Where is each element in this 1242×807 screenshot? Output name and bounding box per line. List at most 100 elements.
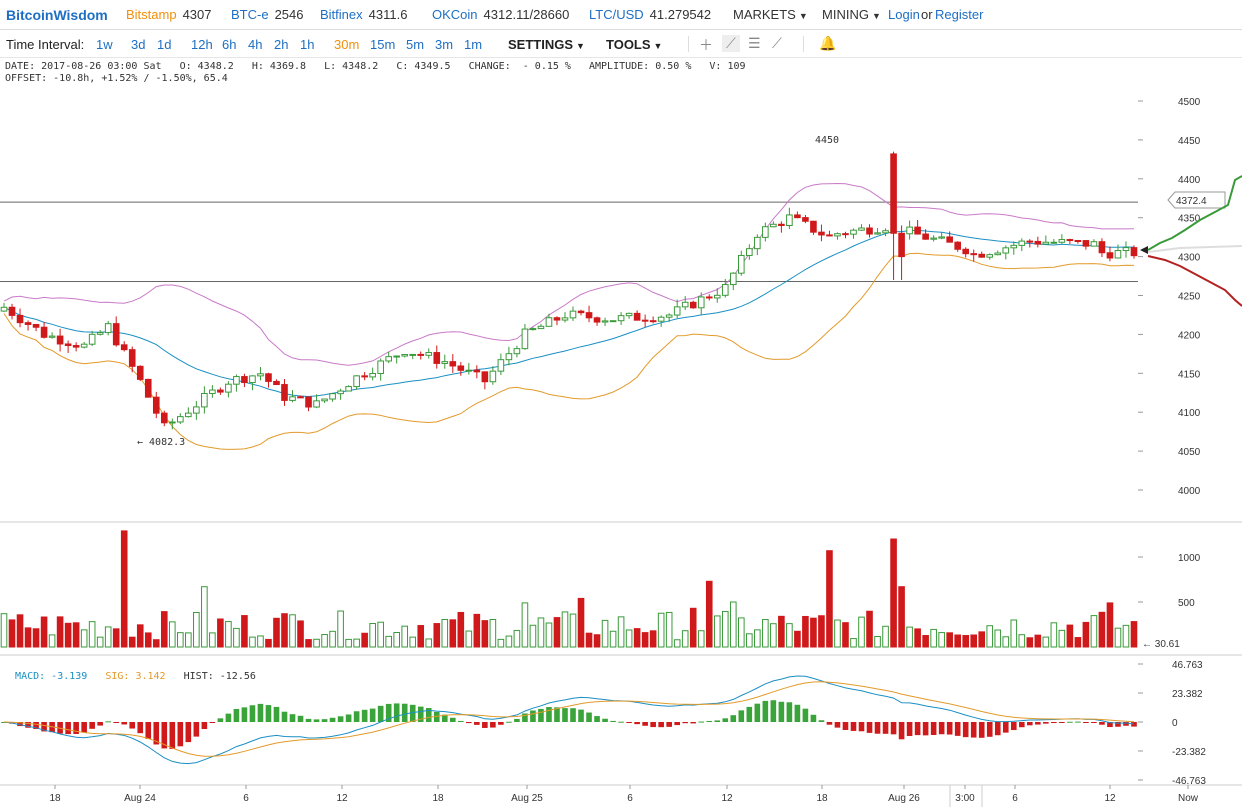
macd-tick-label: 0 (1172, 718, 1178, 729)
candle-body (1050, 241, 1058, 244)
current-price-pointer (1140, 246, 1148, 254)
bell-icon[interactable]: 🔔 (819, 35, 837, 51)
candle-body (1026, 240, 1034, 243)
volume-bar (537, 617, 545, 648)
price-tick-label: 4300 (1178, 253, 1201, 264)
volume-bar (842, 622, 849, 648)
candle-body (449, 361, 457, 367)
volume-bar (810, 617, 817, 648)
candle-body (1114, 250, 1122, 259)
time-axis-label: 12 (336, 793, 348, 804)
volume-bar (409, 636, 417, 648)
register-link[interactable]: Register (935, 7, 984, 22)
candle-body (649, 320, 657, 323)
settings-menu[interactable]: SETTINGS ▼ (508, 37, 585, 52)
candle-body (457, 365, 465, 371)
time-axis-label: 3:00 (955, 793, 975, 804)
interval-5m[interactable]: 5m (406, 37, 425, 52)
offset-info-line: OFFSET: -10.8h, +1.52% / -1.50%, 65.4 (5, 73, 228, 84)
candle-body (970, 253, 978, 256)
candle-body (249, 375, 256, 384)
exchange-name: BTC-e (231, 7, 269, 22)
candle-body (136, 365, 144, 380)
fan-tool-icon[interactable]: ⟋ (772, 35, 782, 51)
candle-body (729, 272, 737, 286)
macd-tick-label: -46.763 (1172, 776, 1206, 787)
macd-histogram-bar (570, 708, 576, 722)
macd-histogram-bar (169, 722, 176, 749)
login-link[interactable]: Login (888, 7, 920, 22)
interval-3m[interactable]: 3m (435, 37, 454, 52)
macd-histogram-bar (145, 722, 152, 739)
volume-bar (152, 639, 160, 648)
macd-histogram-bar (1018, 722, 1025, 728)
volume-bar (88, 621, 96, 648)
candle-body (1034, 240, 1042, 245)
tools-label: TOOLS (606, 37, 651, 52)
macd-histogram-bar (1027, 722, 1033, 726)
volume-bar (754, 629, 761, 648)
volume-bar (209, 632, 216, 648)
volume-bar (1002, 636, 1010, 648)
volume-bar (441, 618, 449, 648)
macd-histogram-bar (642, 722, 648, 726)
macd-histogram-bar (1002, 722, 1009, 733)
candle-body (673, 306, 681, 316)
exchange-okcoin[interactable]: OKCoin 4312.11/28660 (432, 7, 569, 22)
volume-tick-label: 500 (1178, 598, 1195, 609)
exchange-btce[interactable]: BTC-e 2546 (231, 7, 303, 22)
candle-body (641, 319, 649, 322)
macd-histogram-bar (506, 721, 512, 723)
candle-body (746, 248, 753, 256)
exchange-ltcusd[interactable]: LTC/USD 41.279542 (589, 7, 711, 22)
volume-bar (770, 623, 777, 648)
candle-body (112, 323, 120, 346)
volume-bar (144, 632, 152, 648)
exchange-bitfinex[interactable]: Bitfinex 4311.6 (320, 7, 407, 22)
site-logo[interactable]: BitcoinWisdom (6, 7, 108, 23)
high-annotation: 4450 (815, 135, 839, 146)
candle-body (665, 314, 673, 318)
interval-30m[interactable]: 30m (334, 37, 360, 52)
volume-bar (273, 617, 280, 648)
volume-bar (681, 630, 689, 648)
price-chart[interactable]: 4000 4050 4100 4150 4200 4250 4300 4350 4400 4450… (0, 58, 1242, 807)
candle-body (689, 301, 697, 309)
interval-1h[interactable]: 1h (300, 37, 315, 52)
exchange-bitstamp[interactable]: Bitstamp 4307 (126, 7, 212, 22)
volume-bar (818, 615, 825, 648)
price-tick-label: 4150 (1178, 369, 1201, 380)
price-tick-label: 4450 (1178, 136, 1201, 147)
volume-bar (1090, 615, 1098, 648)
macd-histogram-bar (1107, 722, 1113, 728)
interval-2h[interactable]: 2h (274, 37, 289, 52)
candle-body (313, 400, 320, 408)
interval-4h[interactable]: 4h (248, 37, 263, 52)
macd-histogram-bar (890, 722, 897, 735)
macd-histogram-bar (233, 708, 240, 722)
mining-menu[interactable]: MINING ▼ (822, 7, 881, 22)
interval-6h[interactable]: 6h (222, 37, 237, 52)
markets-menu[interactable]: MARKETS ▼ (733, 7, 808, 22)
macd-histogram-bar (650, 722, 656, 728)
interval-1d[interactable]: 1d (157, 37, 172, 52)
markets-label: MARKETS (733, 7, 796, 22)
interval-15m[interactable]: 15m (370, 37, 396, 52)
volume-bar (1114, 627, 1122, 648)
tools-menu[interactable]: TOOLS ▼ (606, 37, 662, 52)
interval-1w[interactable]: 1w (96, 37, 113, 52)
volume-bar (393, 631, 401, 648)
candle-body (697, 296, 705, 309)
candle-body (537, 325, 545, 330)
macd-histogram-bar (425, 708, 432, 722)
interval-12h[interactable]: 12h (191, 37, 213, 52)
horizontal-lines-icon[interactable]: ☰ (748, 35, 761, 51)
candle-body (986, 254, 994, 258)
crosshair-icon[interactable]: ＋ (699, 37, 713, 53)
interval-1m[interactable]: 1m (464, 37, 483, 52)
candle-body (393, 355, 401, 358)
macd-histogram-bar (882, 722, 889, 734)
volume-bar (1050, 622, 1058, 648)
interval-3d[interactable]: 3d (131, 37, 146, 52)
line-tool-icon[interactable]: ⟋ (722, 35, 740, 52)
